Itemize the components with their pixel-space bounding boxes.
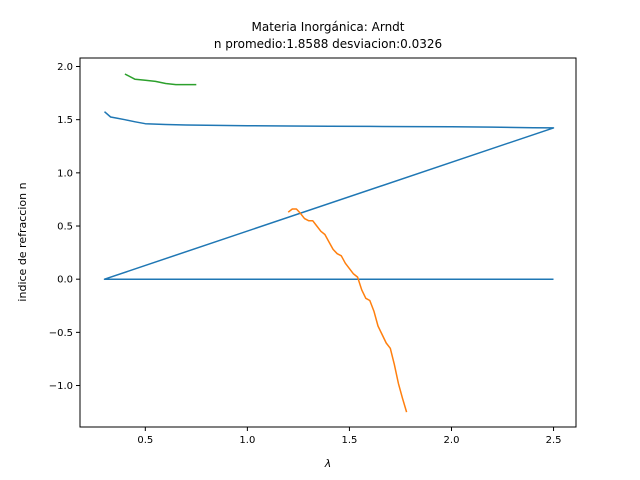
y-axis-label: indice de refraccion n [16,182,29,301]
plot-frame [79,57,577,428]
series-line-2 [287,208,408,413]
y-tick-label: −0.5 [49,328,73,339]
y-tick-label: −1.0 [49,381,73,392]
series-line-1 [103,111,555,280]
chart-title: Materia Inorgánica: Arndt [251,20,404,34]
x-axis-label: λ [324,457,332,470]
y-tick-label: 1.5 [57,115,73,126]
plot-area [79,57,577,428]
y-axis: −1.0 −0.5 0.0 0.5 1.0 1.5 2.0 [49,62,80,392]
x-tick-label: 1.0 [239,435,255,446]
y-tick-label: 0.5 [57,222,73,233]
x-tick-label: 0.5 [137,435,153,446]
y-tick-label: 2.0 [57,62,73,73]
x-tick-label: 1.5 [341,435,357,446]
series-line-3 [124,73,197,86]
chart-subtitle: n promedio:1.8588 desviacion:0.0326 [214,37,442,51]
y-tick-label: 1.0 [57,168,73,179]
series-layer [103,73,555,413]
x-tick-label: 2.5 [546,435,562,446]
x-tick-label: 2.0 [444,435,460,446]
y-tick-label: 0.0 [57,275,73,286]
x-axis: 0.5 1.0 1.5 2.0 2.5 [137,427,562,446]
